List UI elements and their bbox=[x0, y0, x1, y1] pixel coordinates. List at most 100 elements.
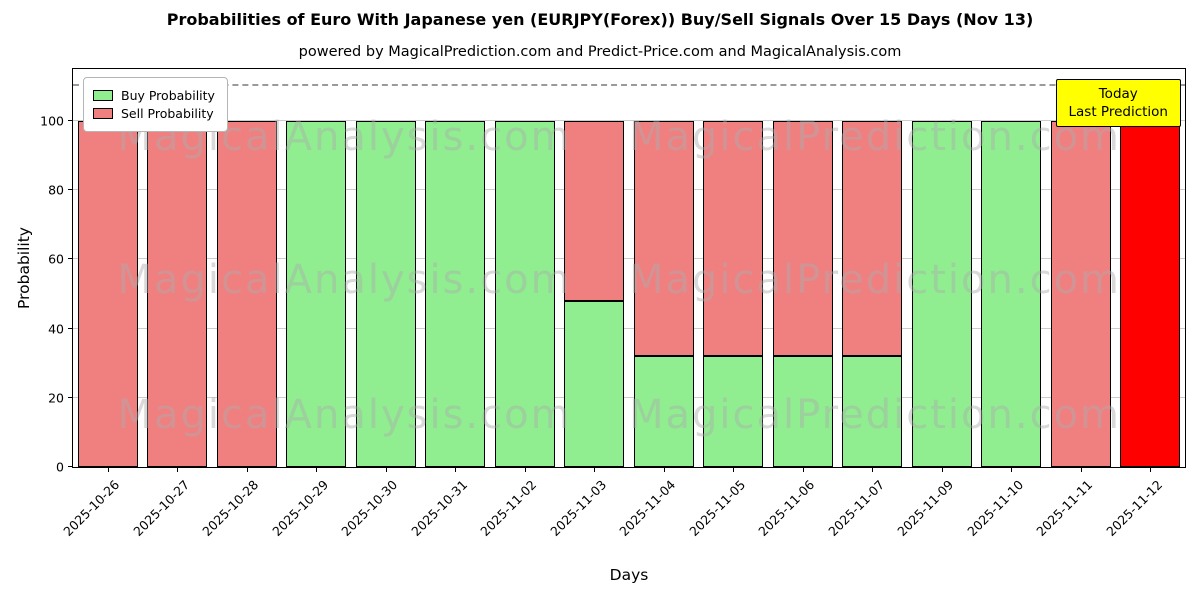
bar-2025-11-05 bbox=[699, 69, 769, 467]
x-tick-mark bbox=[733, 467, 735, 472]
x-tick-mark bbox=[385, 467, 387, 472]
y-tick-mark bbox=[68, 466, 73, 467]
y-tick-label: 100 bbox=[40, 113, 64, 129]
sell-segment bbox=[842, 120, 903, 357]
y-tick-mark bbox=[68, 119, 73, 121]
x-tick-mark bbox=[524, 467, 526, 472]
bar-2025-11-07 bbox=[838, 69, 908, 467]
x-tick-mark bbox=[455, 467, 457, 472]
today-annotation: Today Last Prediction bbox=[1055, 79, 1181, 128]
y-tick-label: 60 bbox=[48, 251, 64, 267]
x-tick-label-text: 2025-10-29 bbox=[268, 477, 331, 539]
bar-2025-10-28 bbox=[212, 69, 282, 467]
gridline bbox=[73, 327, 1185, 329]
bar-2025-11-06 bbox=[768, 69, 838, 467]
x-tick-label-text: 2025-11-10 bbox=[963, 477, 1026, 539]
bar-2025-10-29 bbox=[282, 69, 352, 467]
chart-title: Probabilities of Euro With Japanese yen … bbox=[166, 10, 1034, 29]
bar-2025-10-30 bbox=[351, 69, 421, 467]
sell-segment bbox=[564, 120, 625, 301]
x-tick-label-text: 2025-11-06 bbox=[755, 477, 818, 539]
x-tick-label-text: 2025-11-11 bbox=[1033, 477, 1096, 539]
x-tick-label-text: 2025-11-07 bbox=[824, 477, 887, 539]
x-tick-mark bbox=[177, 467, 179, 472]
buy-segment bbox=[842, 356, 903, 467]
buy-segment bbox=[772, 356, 833, 467]
gridline bbox=[73, 189, 1185, 191]
y-axis-label: Probability bbox=[15, 227, 33, 309]
x-tick-mark bbox=[872, 467, 874, 472]
buy-segment bbox=[911, 120, 972, 467]
sell-segment bbox=[703, 120, 764, 357]
gridline bbox=[73, 119, 1185, 121]
bar-2025-11-02 bbox=[490, 69, 560, 467]
bar-2025-11-10 bbox=[977, 69, 1047, 467]
legend-item-buy: Buy Probability bbox=[93, 88, 215, 103]
sell-segment bbox=[1120, 120, 1181, 467]
buy-segment bbox=[494, 120, 555, 467]
x-tick-mark bbox=[246, 467, 248, 472]
x-tick-mark bbox=[594, 467, 596, 472]
x-tick-mark bbox=[1080, 467, 1082, 472]
y-tick-mark bbox=[68, 396, 73, 398]
bar-2025-10-27 bbox=[143, 69, 213, 467]
x-tick-label-text: 2025-11-05 bbox=[685, 477, 748, 539]
sell-segment bbox=[1050, 120, 1111, 467]
x-axis-label: Days bbox=[609, 566, 649, 584]
x-tick-mark bbox=[1150, 467, 1152, 472]
bar-2025-11-12 bbox=[1116, 69, 1186, 467]
y-tick-label: 40 bbox=[48, 321, 64, 337]
x-tick-label-text: 2025-10-27 bbox=[129, 477, 192, 539]
sell-segment bbox=[147, 120, 208, 467]
x-tick-mark bbox=[802, 467, 804, 472]
y-tick-mark bbox=[68, 327, 73, 329]
legend-label-sell: Sell Probability bbox=[121, 106, 214, 121]
gridline bbox=[73, 258, 1185, 260]
buy-segment bbox=[703, 356, 764, 467]
annotation-line1: Today bbox=[1098, 86, 1138, 102]
y-tick-label: 80 bbox=[48, 182, 64, 198]
threshold-dashed-line bbox=[73, 84, 1185, 87]
bar-2025-11-11 bbox=[1046, 69, 1116, 467]
x-tick-label-text: 2025-10-31 bbox=[407, 477, 470, 539]
buy-segment bbox=[425, 120, 486, 467]
x-tick-label-text: 2025-11-12 bbox=[1102, 477, 1165, 539]
buy-segment bbox=[286, 120, 347, 467]
buy-segment bbox=[564, 300, 625, 467]
x-tick-mark bbox=[107, 467, 109, 472]
bar-2025-11-03 bbox=[560, 69, 630, 467]
gridline bbox=[73, 396, 1185, 398]
bar-2025-11-09 bbox=[907, 69, 977, 467]
buy-segment bbox=[355, 120, 416, 467]
buy-segment bbox=[981, 120, 1042, 467]
sell-segment bbox=[772, 120, 833, 357]
annotation-line2: Last Prediction bbox=[1068, 104, 1168, 121]
x-tick-mark bbox=[663, 467, 665, 472]
y-tick-label: 20 bbox=[48, 390, 64, 406]
x-tick-label-text: 2025-11-09 bbox=[894, 477, 957, 539]
sell-segment bbox=[216, 120, 277, 467]
chart-subtitle: powered by MagicalPrediction.com and Pre… bbox=[298, 44, 902, 60]
bars-layer bbox=[73, 69, 1185, 467]
x-tick-label-text: 2025-10-26 bbox=[60, 477, 123, 539]
bar-2025-10-31 bbox=[421, 69, 491, 467]
x-tick-label-text: 2025-11-02 bbox=[477, 477, 540, 539]
sell-color-swatch bbox=[93, 108, 113, 119]
y-tick-label: 0 bbox=[56, 459, 64, 475]
sell-segment bbox=[77, 120, 138, 467]
buy-color-swatch bbox=[93, 90, 113, 101]
x-tick-mark bbox=[941, 467, 943, 472]
x-tick-label-text: 2025-11-04 bbox=[616, 477, 679, 539]
legend: Buy Probability Sell Probability bbox=[83, 77, 228, 132]
x-tick-label-text: 2025-11-03 bbox=[546, 477, 609, 539]
bar-2025-11-04 bbox=[629, 69, 699, 467]
plot-area: MagicalAnalysis.com MagicalPrediction.com… bbox=[40, 68, 1186, 539]
x-tick-mark bbox=[1011, 467, 1013, 472]
y-tick-mark bbox=[68, 189, 73, 191]
x-tick-label-text: 2025-10-30 bbox=[338, 477, 401, 539]
legend-label-buy: Buy Probability bbox=[121, 88, 215, 103]
buy-segment bbox=[633, 356, 694, 467]
y-tick-mark bbox=[68, 258, 73, 260]
x-tick-label-text: 2025-10-28 bbox=[199, 477, 262, 539]
